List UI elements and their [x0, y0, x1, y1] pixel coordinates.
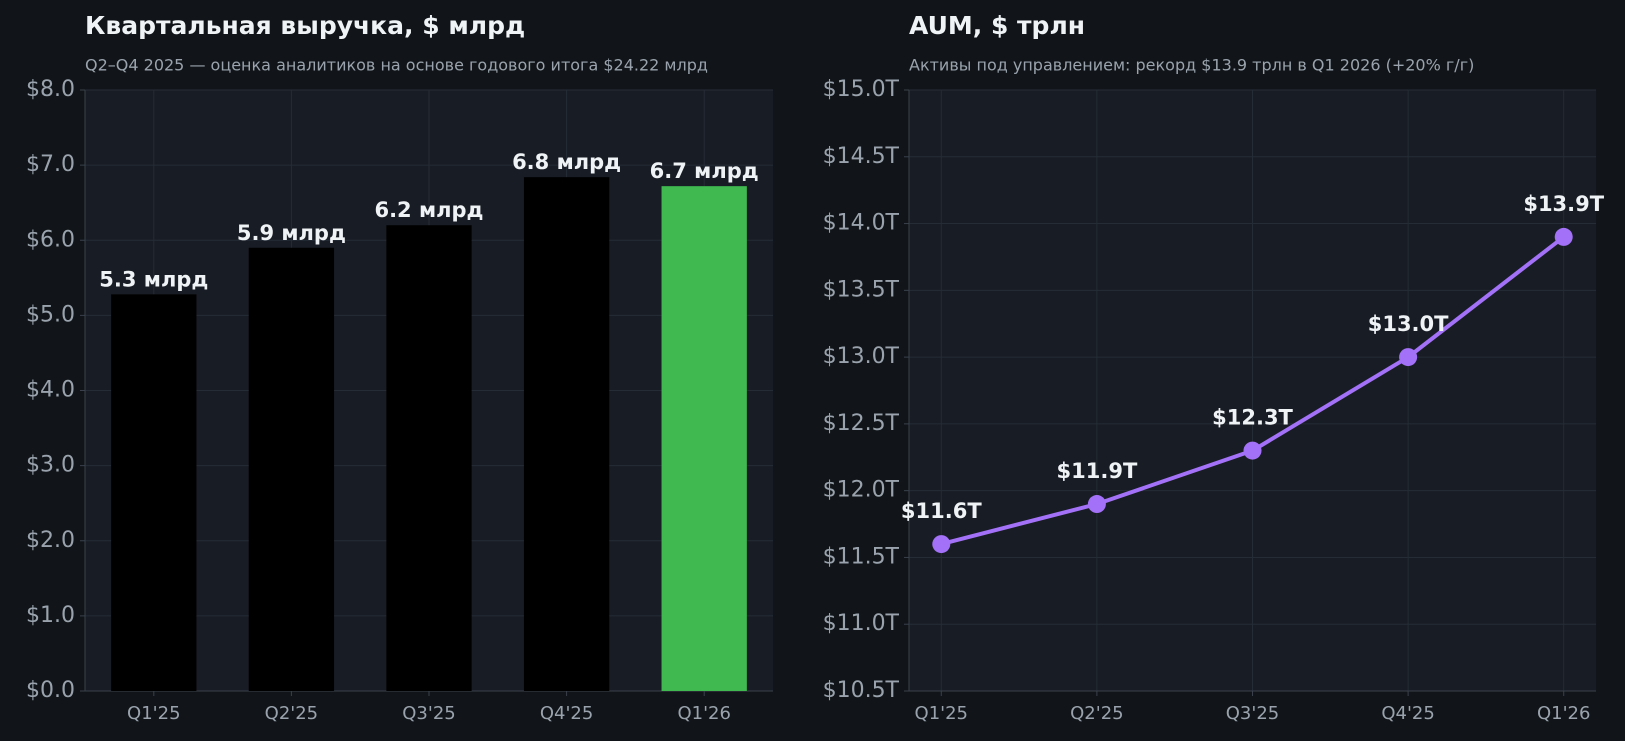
y-tick-label: $13.5T [823, 277, 900, 302]
point [1243, 441, 1262, 460]
x-tick-label: Q1'26 [1537, 703, 1590, 724]
value-label: 6.2 млрд [374, 198, 483, 222]
value-label: $13.0T [1368, 312, 1449, 336]
y-tick-label: $14.5T [823, 144, 900, 169]
y-tick-label: $12.5T [823, 411, 900, 436]
y-tick-label: $2.0 [26, 528, 75, 553]
y-tick-label: $14.0T [823, 211, 900, 236]
point [1554, 227, 1573, 246]
x-tick-label: Q2'25 [1070, 703, 1123, 724]
value-label: $13.9T [1523, 192, 1604, 216]
y-tick-label: $5.0 [26, 302, 75, 327]
bar [248, 247, 335, 691]
chart-subtitle: Q2–Q4 2025 — оценка аналитиков на основе… [85, 56, 708, 75]
y-tick-label: $15.0T [823, 77, 900, 102]
point [1087, 495, 1106, 514]
point [932, 535, 951, 554]
x-tick-label: Q2'25 [265, 703, 318, 724]
chart-title: Квартальная выручка, $ млрд [85, 11, 525, 40]
y-tick-label: $11.0T [823, 611, 900, 636]
y-tick-label: $0.0 [26, 678, 75, 703]
x-tick-label: Q3'25 [402, 703, 455, 724]
bar [111, 294, 197, 691]
x-tick-label: Q4'25 [540, 703, 593, 724]
chart-subtitle: Активы под управлением: рекорд $13.9 трл… [909, 56, 1474, 75]
bar [523, 177, 610, 691]
value-label: 5.3 млрд [99, 267, 208, 291]
value-label: $12.3T [1212, 406, 1293, 430]
y-tick-label: $11.5T [823, 544, 900, 569]
bar [661, 186, 747, 691]
chart-title: AUM, $ трлн [909, 11, 1085, 40]
x-tick-label: Q4'25 [1381, 703, 1434, 724]
y-tick-label: $13.0T [823, 344, 900, 369]
value-label: 6.7 млрд [650, 159, 759, 183]
y-tick-label: $10.5T [823, 678, 900, 703]
y-tick-label: $1.0 [26, 603, 75, 628]
value-label: 5.9 млрд [237, 221, 346, 245]
y-tick-label: $4.0 [26, 378, 75, 403]
x-tick-label: Q1'26 [677, 703, 730, 724]
value-label: $11.9T [1057, 459, 1138, 483]
x-tick-label: Q3'25 [1226, 703, 1279, 724]
y-tick-label: $7.0 [26, 152, 75, 177]
y-tick-label: $8.0 [26, 77, 75, 102]
point [1399, 348, 1418, 367]
value-label: 6.8 млрд [512, 150, 621, 174]
y-tick-label: $6.0 [26, 227, 75, 252]
value-label: $11.6T [901, 499, 982, 523]
x-tick-label: Q1'25 [127, 703, 180, 724]
bar [386, 225, 472, 691]
x-tick-label: Q1'25 [915, 703, 968, 724]
y-tick-label: $12.0T [823, 478, 900, 503]
y-tick-label: $3.0 [26, 453, 75, 478]
